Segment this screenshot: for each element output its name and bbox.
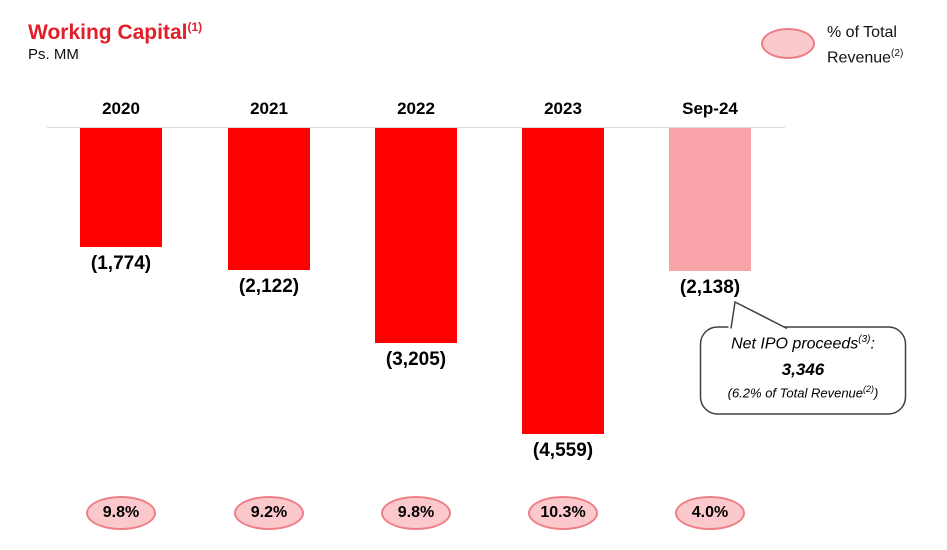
value-label-2021: (2,122) bbox=[238, 276, 300, 297]
value-label-2023: (4,559) bbox=[532, 440, 594, 461]
pct-badge-2021: 9.2% bbox=[234, 496, 304, 530]
callout-bubble bbox=[699, 300, 907, 415]
pct-badge-2020: 9.8% bbox=[86, 496, 156, 530]
footnote-ref-2: (2) bbox=[891, 48, 904, 59]
category-label-Sep-24: Sep-24 bbox=[682, 99, 738, 118]
legend-oval-icon bbox=[761, 28, 815, 59]
page-title: Working Capital(1) bbox=[28, 20, 202, 45]
page-title-text: Working Capital bbox=[28, 21, 188, 44]
category-label-2022: 2022 bbox=[397, 99, 435, 118]
value-label-Sep-24: (2,138) bbox=[679, 277, 741, 298]
category-label-2020: 2020 bbox=[102, 99, 140, 118]
footnote-ref-1: (1) bbox=[187, 20, 203, 34]
legend-label-line2: Revenue bbox=[827, 49, 892, 67]
pct-badge-Sep-24: 4.0% bbox=[675, 496, 745, 530]
callout-line3: (6.2% of Total Revenue(2)) bbox=[727, 384, 879, 401]
callout-line1: Net IPO proceeds(3): bbox=[731, 334, 875, 353]
zero-axis-line bbox=[47, 127, 785, 128]
bar-2022 bbox=[375, 128, 457, 343]
bar-2020 bbox=[80, 128, 162, 247]
legend-label: % of Total Revenue(2) bbox=[827, 22, 903, 68]
value-label-2020: (1,774) bbox=[90, 253, 152, 274]
pct-badge-2022: 9.8% bbox=[381, 496, 451, 530]
callout-text: Net IPO proceeds(3): 3,346 (6.2% of Tota… bbox=[700, 334, 906, 401]
bar-2021 bbox=[228, 128, 310, 270]
legend-label-line1: % of Total bbox=[827, 24, 897, 41]
footnote-ref-3: (3) bbox=[858, 334, 871, 345]
bar-2023 bbox=[522, 128, 604, 434]
callout-value: 3,346 bbox=[781, 360, 825, 380]
units-label: Ps. MM bbox=[28, 46, 79, 63]
bar-Sep-24 bbox=[669, 128, 751, 271]
category-label-2023: 2023 bbox=[544, 99, 582, 118]
pct-badge-2023: 10.3% bbox=[528, 496, 598, 530]
footnote-ref-2b: (2) bbox=[863, 384, 875, 395]
category-label-2021: 2021 bbox=[250, 99, 288, 118]
value-label-2022: (3,205) bbox=[385, 349, 447, 370]
